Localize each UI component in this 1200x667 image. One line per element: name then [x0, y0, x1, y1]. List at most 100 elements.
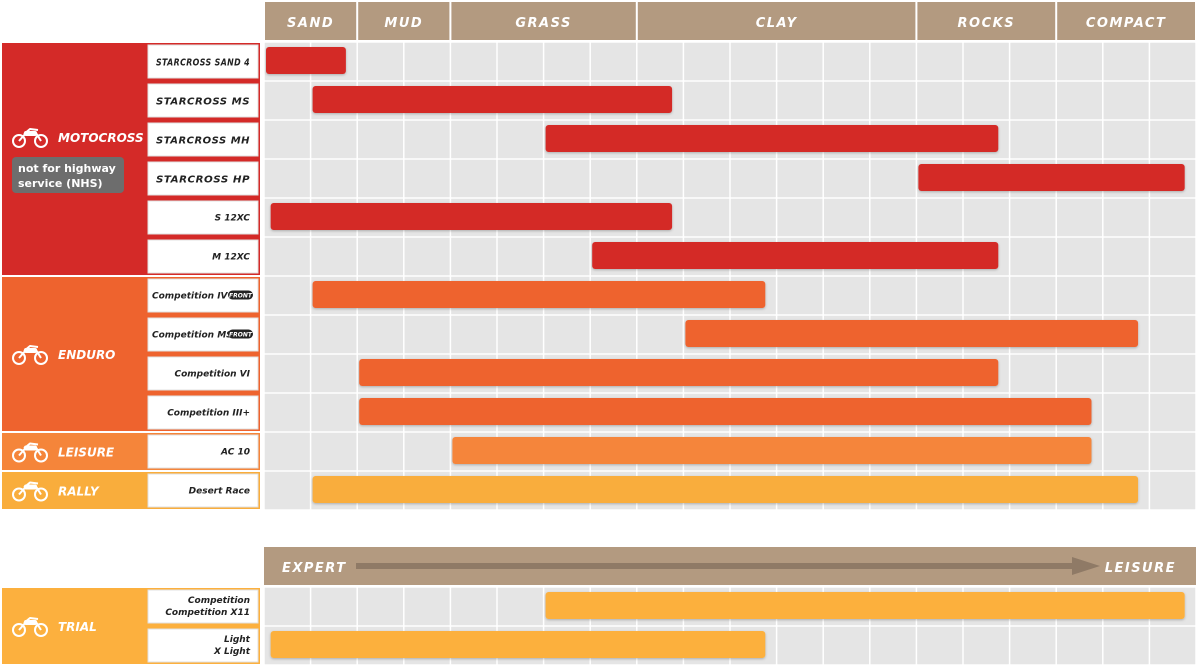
range-bar — [918, 164, 1185, 191]
terrain-header-grass — [451, 2, 636, 40]
starcross-logo: STARCROSS MH — [156, 136, 250, 147]
rally-bike-icon — [12, 481, 48, 502]
front-badge — [228, 329, 253, 339]
rear-wheel — [12, 134, 26, 148]
starcross-logo: STARCROSS HP — [156, 175, 250, 186]
tire-label-box — [147, 239, 259, 274]
nhs-note-line: service (NHS) — [18, 177, 103, 190]
front-wheel — [34, 351, 48, 365]
category-motocross: MOTOCROSS not for highway service (NHS) — [2, 43, 260, 275]
range-bar — [312, 281, 766, 308]
rear-wheel — [12, 351, 26, 365]
enduro-bike-icon — [12, 345, 48, 365]
range-bar — [312, 476, 1139, 503]
tire-label-box — [147, 628, 259, 663]
tire-label-box — [147, 395, 259, 430]
terrain-header-label: CLAY — [756, 16, 798, 31]
range-bar — [592, 242, 999, 269]
tire-label-box — [147, 161, 259, 196]
nhs-note-line: not for highway — [18, 162, 116, 175]
tire-row-label: Desert Race — [147, 473, 259, 508]
range-bar — [545, 125, 999, 152]
tire-label-box — [147, 44, 259, 79]
tire-label-text: Competition III+ — [167, 409, 250, 419]
terrain-header-label: GRASS — [515, 16, 572, 31]
range-bar — [266, 47, 346, 74]
tire-row-label: S 12XC — [147, 200, 259, 235]
category-label: TRIAL — [58, 620, 97, 634]
tire-label-box — [147, 434, 259, 469]
tire-label-box — [147, 83, 259, 118]
category-label: LEISURE — [58, 446, 115, 460]
range-bar — [545, 592, 1185, 619]
tire-row-label: AC 10 — [147, 434, 259, 469]
starcross-logo: STARCROSS SAND 4 — [156, 58, 250, 69]
tire-row-label: STARCROSS SAND 4 — [147, 44, 259, 79]
leisure-bike-icon — [12, 442, 48, 463]
tire-label-box — [147, 589, 259, 624]
bike-tank — [24, 445, 37, 451]
terrain-header-label: COMPACT — [1086, 16, 1166, 31]
scale-arrow-head-icon — [1072, 557, 1100, 575]
starcross-logo: STARCROSS MS — [156, 97, 250, 108]
terrain-header-clay — [637, 2, 916, 40]
front-badge-text: FRONT — [229, 332, 253, 339]
range-bar — [270, 631, 766, 658]
terrain-header-rocks — [917, 2, 1056, 40]
rear-wheel — [12, 623, 26, 637]
front-badge-text: FRONT — [229, 293, 253, 300]
nhs-badge — [12, 157, 124, 193]
range-bar — [270, 203, 673, 230]
range-bar — [359, 398, 1092, 425]
tire-row-label: Competition VI — [147, 356, 259, 391]
terrain-header-sand — [265, 2, 357, 40]
category-label: ENDURO — [58, 348, 115, 362]
bike-tank — [24, 484, 37, 490]
tire-label-text: Competition — [188, 596, 250, 606]
tire-row-label: M 12XC — [147, 239, 259, 274]
tire-label-text: Competition X11 — [165, 608, 250, 618]
front-badge — [228, 290, 253, 300]
category-label: RALLY — [58, 485, 100, 499]
bike-tank — [24, 620, 37, 625]
scale-start-label: EXPERT — [282, 561, 347, 576]
front-wheel — [34, 134, 48, 148]
tire-row-label: Light X Light — [147, 628, 259, 663]
tire-label-box — [147, 122, 259, 157]
tire-label-text: Competition VI — [174, 370, 250, 380]
range-bar — [452, 437, 1092, 464]
range-bar — [685, 320, 1139, 347]
tire-row-label: STARCROSS HP — [147, 161, 259, 196]
tire-label-text: Competition MS — [152, 331, 233, 341]
terrain-header-label: ROCKS — [958, 16, 1016, 31]
tire-label-box — [147, 356, 259, 391]
tire-row-label: STARCROSS MH — [147, 122, 259, 157]
tire-label-text: Desert Race — [189, 487, 250, 497]
terrain-header-label: MUD — [384, 16, 423, 31]
range-bar — [312, 86, 673, 113]
rear-wheel — [12, 448, 26, 463]
terrain-header-label: SAND — [287, 16, 334, 31]
tire-label-text: X Light — [213, 647, 251, 657]
front-wheel — [34, 448, 48, 463]
terrain-header-compact — [1057, 2, 1195, 40]
tire-label-text: Light — [224, 635, 251, 645]
tire-label-text: AC 10 — [220, 448, 250, 458]
range-bar — [359, 359, 999, 386]
front-wheel — [34, 623, 48, 637]
terrain-header-mud — [358, 2, 450, 40]
tire-label-box — [147, 473, 259, 508]
rear-wheel — [12, 487, 26, 502]
tire-label-text: Competition IV — [152, 292, 229, 302]
bike-tank — [24, 131, 37, 136]
tire-row-label: Competition IV FRONT — [147, 278, 259, 313]
motocross-bike-icon — [12, 128, 48, 148]
tire-label-box — [147, 200, 259, 235]
front-wheel — [34, 487, 48, 502]
tire-label-text: M 12XC — [212, 253, 250, 263]
tire-row-label: Competition III+ — [147, 395, 259, 430]
scale-end-label: LEISURE — [1105, 561, 1176, 576]
tire-row-label: Competition Competition X11 — [147, 589, 259, 624]
category-label: MOTOCROSS — [58, 131, 144, 145]
